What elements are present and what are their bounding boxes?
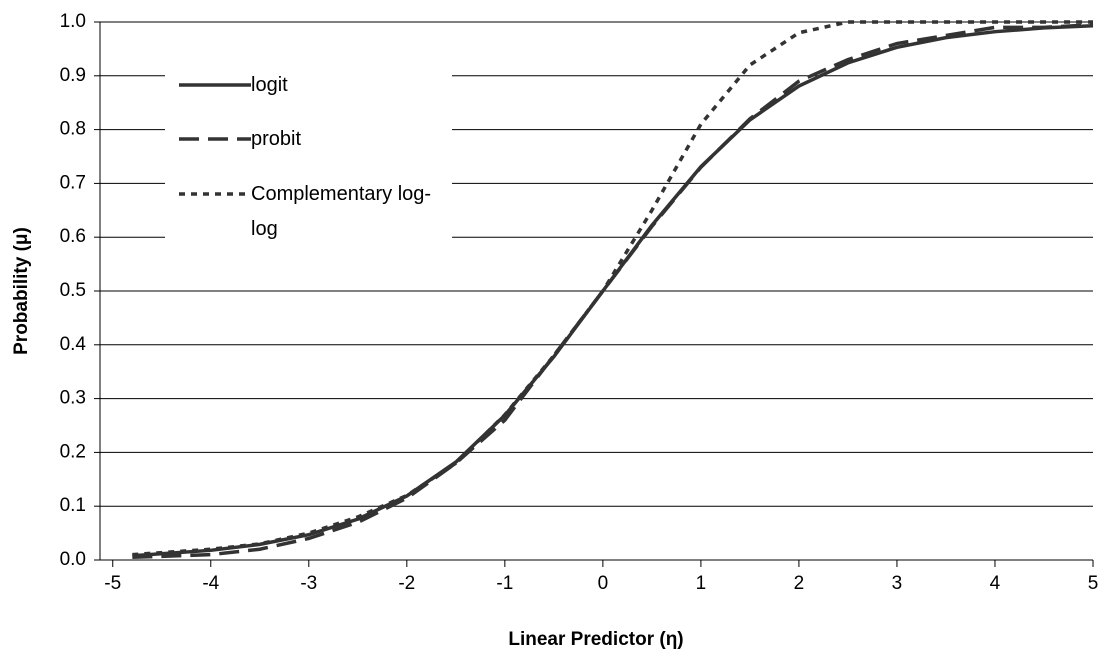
- x-tick-label: 5: [1088, 573, 1099, 594]
- series-line: [132, 22, 1094, 560]
- y-tick-label: 0.4: [60, 334, 87, 355]
- legend-swatch: [179, 192, 251, 196]
- y-tick-label: 1.0: [60, 11, 86, 32]
- x-tick-label: -3: [300, 573, 317, 594]
- x-axis-title: Linear Predictor (η): [508, 629, 683, 650]
- x-tick-label: 2: [794, 573, 805, 594]
- legend-label: probit: [251, 128, 302, 150]
- legend-label: Complementary log-log: [251, 183, 432, 240]
- x-tick-label: 4: [990, 573, 1001, 594]
- y-tick-label: 0.7: [60, 172, 86, 193]
- y-tick-label: 0.0: [60, 549, 86, 570]
- y-tick-label: 0.3: [60, 388, 86, 409]
- legend: logit probit Complementary log-log: [165, 56, 452, 244]
- legend-entry: Complementary log-log: [179, 177, 441, 247]
- y-tick-label: 0.2: [60, 441, 86, 462]
- y-tick-label: 0.8: [60, 119, 86, 140]
- y-tick-label: 0.5: [60, 280, 86, 301]
- y-tick-label: 0.1: [60, 495, 86, 516]
- x-tick-label: 3: [892, 573, 903, 594]
- x-tick-label: -5: [104, 573, 121, 594]
- x-tick-label: -2: [398, 573, 415, 594]
- legend-swatch: [179, 83, 251, 87]
- x-tick-label: -1: [496, 573, 513, 594]
- y-tick-label: 0.6: [60, 226, 86, 247]
- legend-swatch: [179, 137, 251, 141]
- y-axis-title: Probability (μ): [11, 227, 32, 355]
- x-tick-label: -4: [202, 573, 219, 594]
- legend-entry: logit: [179, 68, 441, 103]
- x-tick-label: 0: [598, 573, 609, 594]
- legend-label: logit: [251, 74, 288, 96]
- y-tick-label: 0.9: [60, 65, 86, 86]
- legend-entry: probit: [179, 122, 441, 157]
- x-tick-label: 1: [696, 573, 707, 594]
- series-line: [132, 20, 1093, 557]
